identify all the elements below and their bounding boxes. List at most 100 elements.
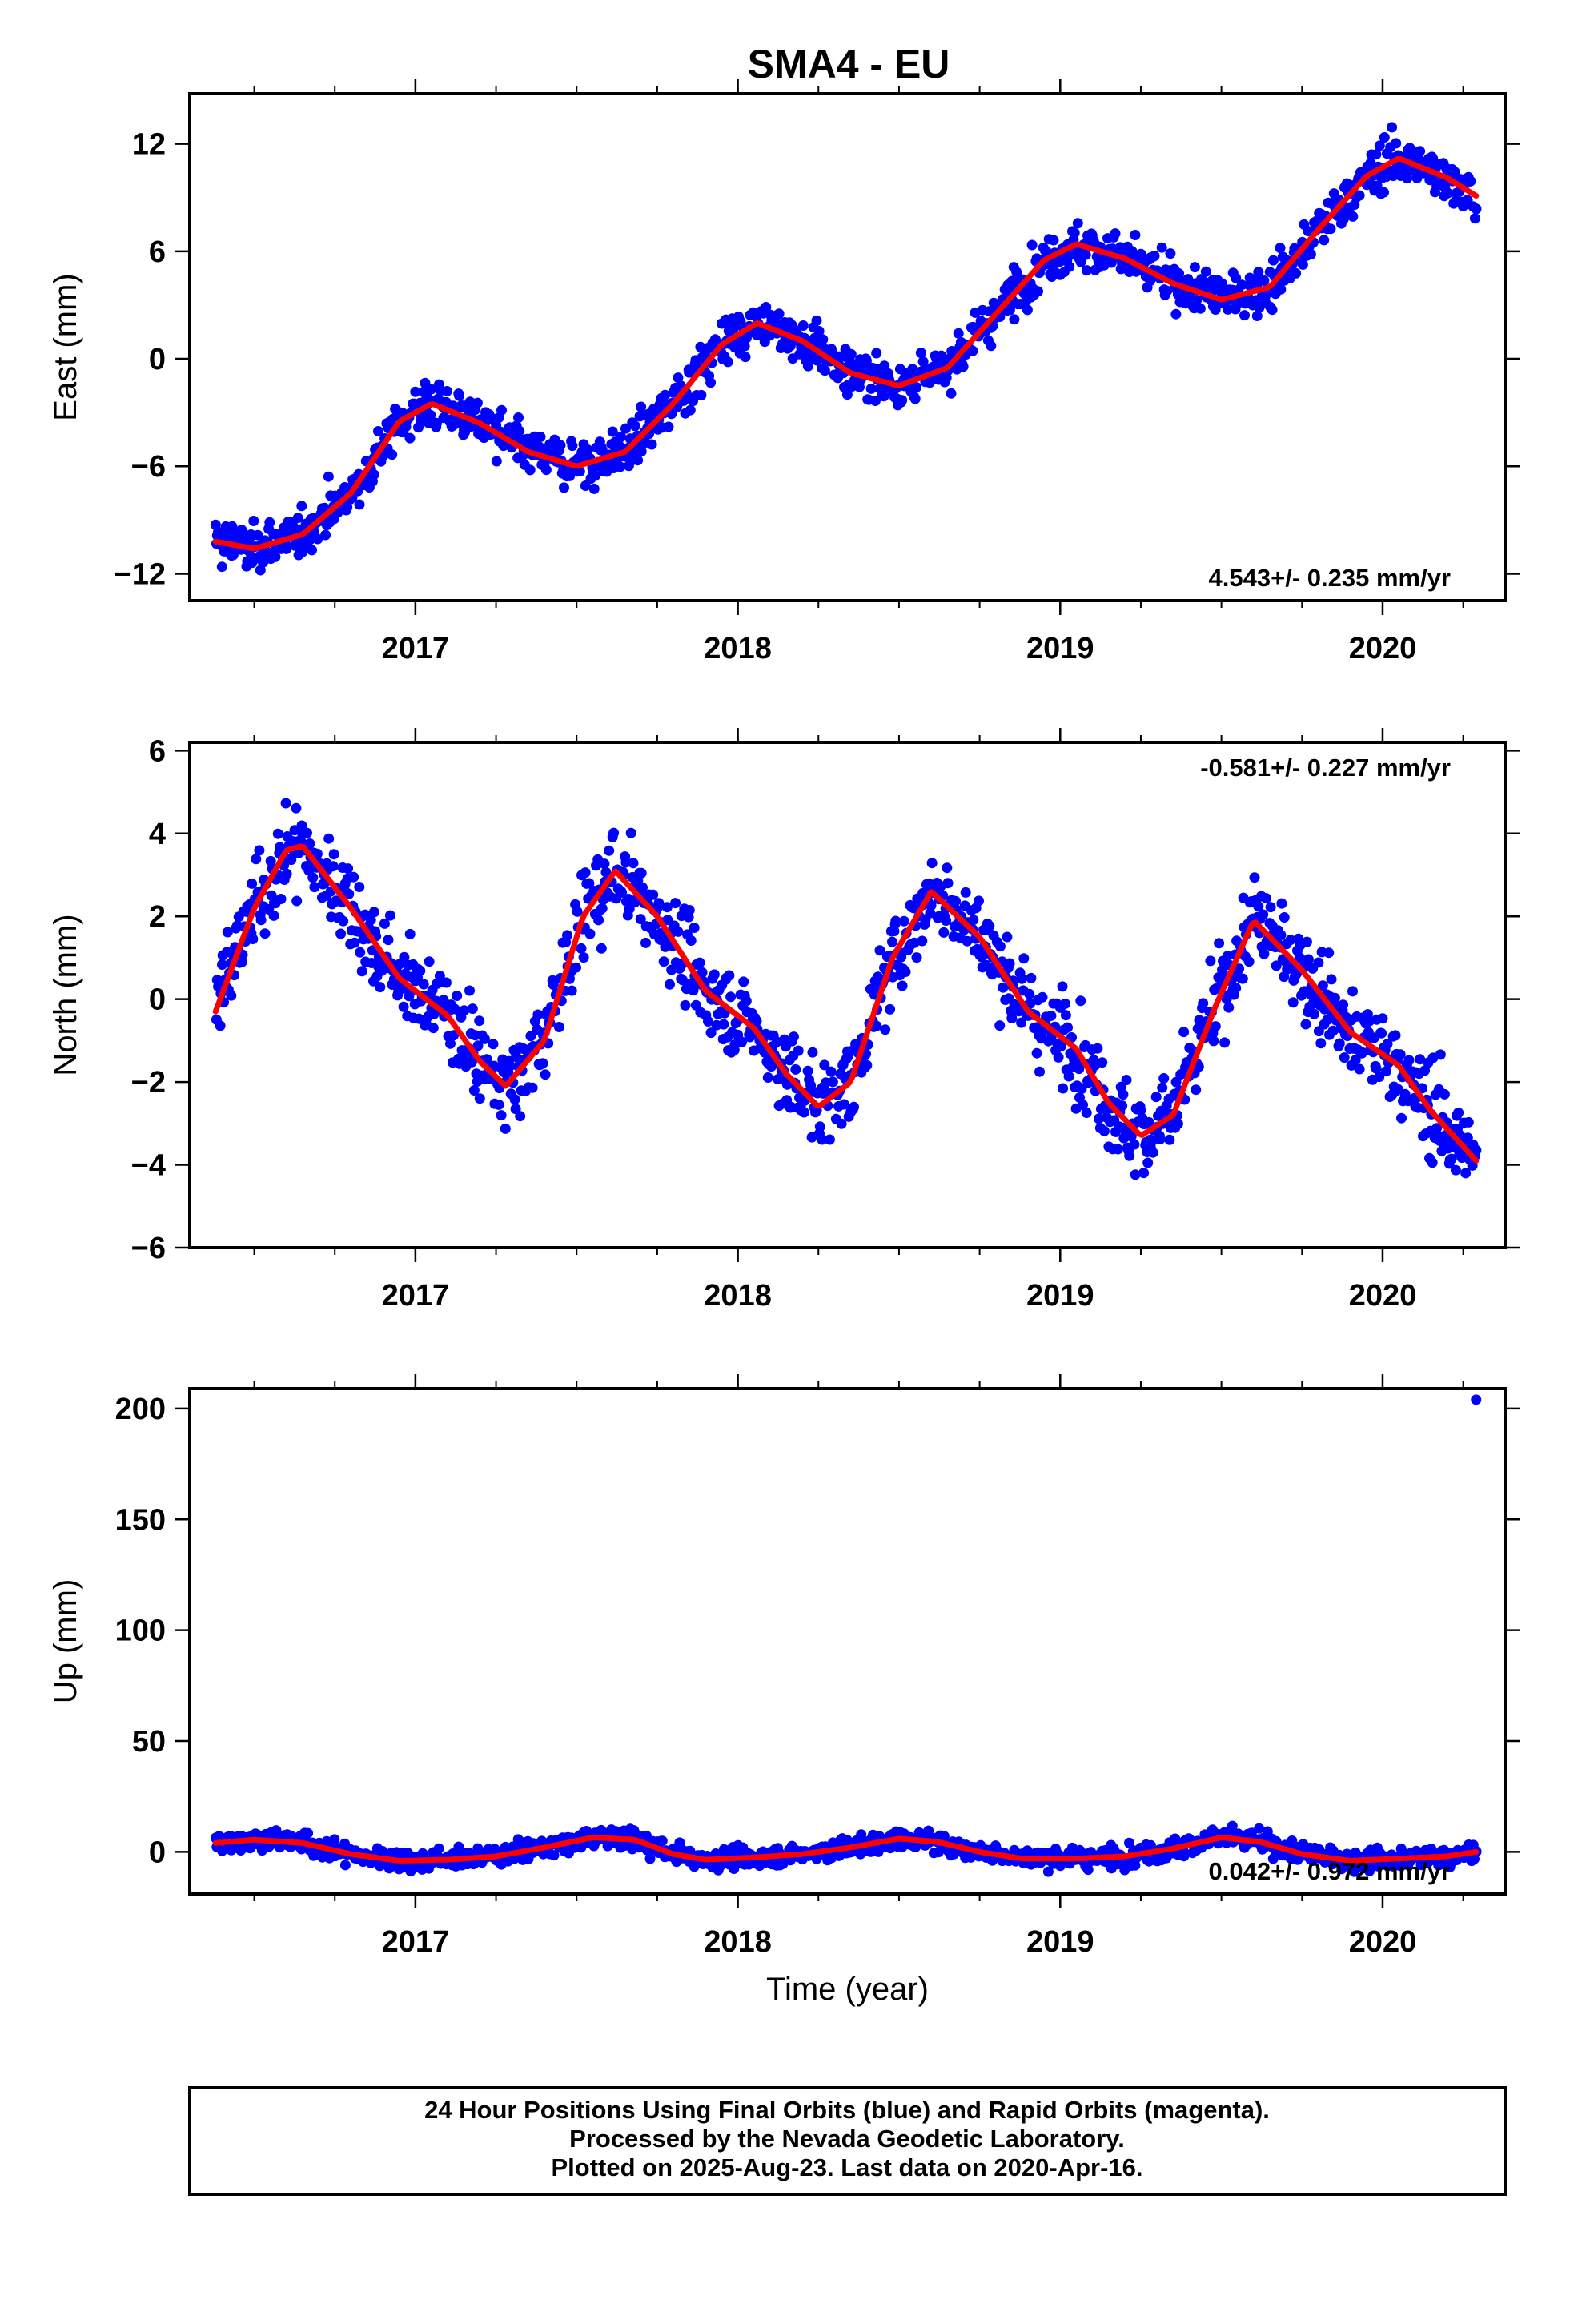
data-point <box>705 377 717 388</box>
data-point <box>596 943 607 954</box>
data-point <box>1064 261 1075 272</box>
data-point <box>441 386 452 396</box>
data-point <box>1042 1866 1054 1877</box>
data-point <box>718 1019 729 1030</box>
data-point <box>215 1020 226 1031</box>
data-point <box>525 1031 536 1042</box>
data-point <box>697 967 708 978</box>
data-point <box>1157 1082 1168 1093</box>
data-point <box>1092 1043 1103 1054</box>
data-point <box>1239 310 1250 321</box>
data-point <box>871 1020 882 1031</box>
data-point <box>304 838 315 849</box>
data-point <box>1072 218 1083 229</box>
data-point <box>1062 1022 1073 1033</box>
data-point <box>637 882 648 893</box>
data-point <box>788 1031 799 1043</box>
data-point <box>724 970 735 981</box>
data-point <box>825 1066 837 1077</box>
data-point <box>942 862 953 874</box>
y-tick-label: −12 <box>114 557 166 591</box>
x-axis-label: Time (year) <box>766 1972 929 2007</box>
data-point <box>323 833 335 844</box>
data-point <box>1377 1013 1388 1024</box>
data-point <box>1460 1168 1472 1179</box>
data-point <box>1297 259 1308 270</box>
data-point <box>474 1093 485 1104</box>
data-point <box>415 965 426 976</box>
data-point <box>942 878 954 889</box>
data-point <box>629 420 640 432</box>
data-point <box>911 952 922 963</box>
data-point <box>1338 999 1349 1011</box>
data-point <box>841 389 853 400</box>
data-point <box>1231 272 1242 283</box>
x-tick-label: 2017 <box>382 632 450 665</box>
data-point <box>1227 1820 1238 1831</box>
data-point <box>1124 1837 1134 1848</box>
data-point <box>1135 248 1146 259</box>
data-point <box>604 845 615 856</box>
data-point <box>578 952 589 963</box>
data-point <box>1223 1002 1235 1013</box>
data-point <box>304 534 315 545</box>
data-point <box>567 440 578 452</box>
y-tick-label: 2 <box>149 900 166 934</box>
data-point <box>247 934 259 944</box>
data-point <box>1371 180 1383 191</box>
data-point <box>1162 285 1173 296</box>
data-point <box>917 887 929 899</box>
data-point <box>1216 278 1227 289</box>
x-tick-label: 2020 <box>1349 632 1417 665</box>
data-point <box>1347 986 1358 997</box>
data-point <box>1018 953 1030 964</box>
data-point <box>1165 248 1176 259</box>
data-point <box>1471 1144 1482 1156</box>
data-point <box>426 384 437 395</box>
data-point <box>1327 1025 1339 1036</box>
data-point <box>368 469 379 480</box>
data-point <box>737 1036 748 1047</box>
data-point <box>838 1099 849 1110</box>
data-point <box>343 863 354 875</box>
fit-curve <box>212 843 1480 1164</box>
data-point <box>1016 973 1027 984</box>
x-tick-label: 2017 <box>382 1279 450 1313</box>
data-point <box>1191 1084 1202 1096</box>
data-point <box>968 915 979 926</box>
data-point <box>1130 1169 1141 1180</box>
y-tick-label: 12 <box>132 128 166 162</box>
data-point <box>620 423 631 434</box>
data-point <box>339 1860 351 1871</box>
data-point <box>311 848 323 859</box>
data-point <box>1063 1071 1074 1082</box>
plot-area <box>210 122 1482 576</box>
data-point <box>774 1073 785 1084</box>
data-point <box>677 975 688 986</box>
data-point <box>1319 235 1330 246</box>
data-point <box>583 444 593 456</box>
data-point <box>1354 190 1365 201</box>
data-point <box>1058 1083 1069 1094</box>
data-point <box>773 308 785 320</box>
data-point <box>255 915 267 926</box>
data-point <box>917 356 929 367</box>
data-point <box>1462 1132 1473 1144</box>
data-point <box>548 979 559 991</box>
data-point <box>524 464 536 476</box>
data-point <box>1403 1055 1415 1066</box>
data-point <box>1031 1047 1042 1059</box>
data-point <box>865 1846 876 1857</box>
y-tick-label: 4 <box>149 818 166 851</box>
data-point <box>1371 149 1382 160</box>
data-point <box>1243 956 1255 967</box>
data-point <box>636 446 647 457</box>
data-point <box>1379 187 1389 198</box>
data-point <box>1075 995 1086 1007</box>
data-point <box>338 915 349 927</box>
data-point <box>1080 249 1091 260</box>
data-point <box>1081 1108 1092 1118</box>
data-point <box>1402 173 1413 183</box>
data-point <box>280 798 291 809</box>
data-point <box>1258 909 1269 920</box>
